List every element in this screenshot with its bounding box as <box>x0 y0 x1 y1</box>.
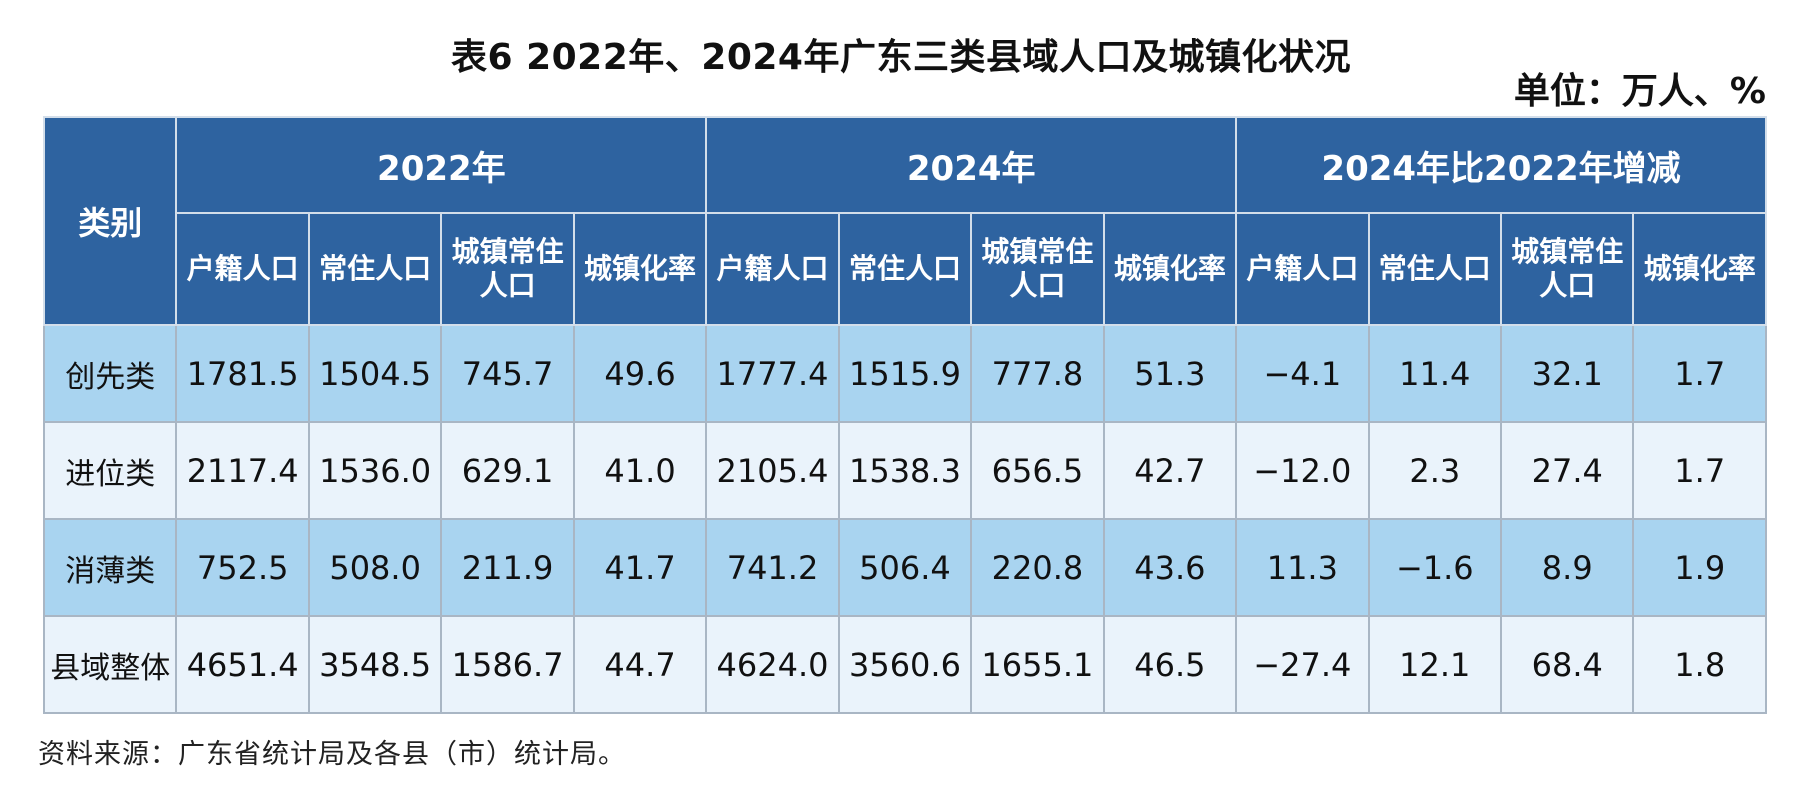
table-cell: 745.7 <box>440 324 575 423</box>
subheader-resident-population: 常住人口 <box>1367 212 1503 326</box>
category-header: 类别 <box>42 116 178 326</box>
table-cell: 741.2 <box>705 518 840 617</box>
table-cell: 2.3 <box>1367 421 1503 520</box>
table-row: 县域整体 4651.4 3548.5 1586.7 44.7 4624.0 3560.6 16… <box>42 615 1767 714</box>
data-table: 类别 2022年 2024年 2024年比2022年增减 户籍人口 常住人口 城镇常… <box>42 116 1767 714</box>
table-cell: −1.6 <box>1367 518 1503 617</box>
table-cell: 51.3 <box>1102 324 1238 423</box>
table-cell: 1777.4 <box>705 324 840 423</box>
subheader-line: 户籍人口 <box>716 252 829 285</box>
table-title: 表6 2022年、2024年广东三类县域人口及城镇化状况 <box>451 37 1351 78</box>
table-cell: 506.4 <box>837 518 973 617</box>
subheader-urbanization-rate: 城镇化率 <box>1102 212 1238 326</box>
group-header-2022: 2022年 <box>175 116 708 214</box>
table-cell: 2117.4 <box>175 421 310 520</box>
subheader-line: 城镇常住 <box>451 235 564 268</box>
subheader-line: 人口 <box>1009 269 1066 302</box>
subheader-line: 城镇化率 <box>584 252 697 285</box>
table-cell: 49.6 <box>572 324 708 423</box>
table-cell: 4651.4 <box>175 615 310 714</box>
subheader-urban-resident-population: 城镇常住 人口 <box>440 212 575 326</box>
table-cell: 41.0 <box>572 421 708 520</box>
subheader-line: 常住人口 <box>319 252 432 285</box>
table-cell: −12.0 <box>1235 421 1370 520</box>
subheader-urban-resident-population: 城镇常住 人口 <box>1500 212 1635 326</box>
subheader-line: 常住人口 <box>848 252 961 285</box>
table-row: 创先类 1781.5 1504.5 745.7 49.6 1777.4 1515.9 777.… <box>42 324 1767 423</box>
table-cell: 27.4 <box>1500 421 1635 520</box>
row-category: 进位类 <box>42 421 178 520</box>
table-cell: 1.8 <box>1632 615 1767 714</box>
subheader-urbanization-rate: 城镇化率 <box>572 212 708 326</box>
subheader-line: 城镇常住 <box>981 235 1094 268</box>
table-cell: 629.1 <box>440 421 575 520</box>
group-header-change: 2024年比2022年增减 <box>1235 116 1767 214</box>
row-category: 县域整体 <box>42 615 178 714</box>
table-cell: 11.4 <box>1367 324 1503 423</box>
table-cell: 3548.5 <box>307 615 443 714</box>
subheader-line: 常住人口 <box>1378 252 1491 285</box>
subheader-hukou-population: 户籍人口 <box>1235 212 1370 326</box>
subheader-hukou-population: 户籍人口 <box>705 212 840 326</box>
source-note: 资料来源：广东省统计局及各县（市）统计局。 <box>38 739 626 770</box>
unit-label: 单位：万人、% <box>1513 71 1766 112</box>
subheader-line: 人口 <box>1539 269 1596 302</box>
table-cell: 1504.5 <box>307 324 443 423</box>
table-cell: 1538.3 <box>837 421 973 520</box>
subheader-line: 城镇化率 <box>1643 252 1756 285</box>
table-cell: 1781.5 <box>175 324 310 423</box>
group-header-2024: 2024年 <box>705 116 1238 214</box>
table-row: 进位类 2117.4 1536.0 629.1 41.0 2105.4 1538.3 656.… <box>42 421 1767 520</box>
subheader-urbanization-rate: 城镇化率 <box>1632 212 1767 326</box>
table-cell: 42.7 <box>1102 421 1238 520</box>
table-cell: −27.4 <box>1235 615 1370 714</box>
subheader-line: 城镇化率 <box>1113 252 1226 285</box>
row-category: 创先类 <box>42 324 178 423</box>
subheader-line: 人口 <box>479 269 536 302</box>
table-cell: 4624.0 <box>705 615 840 714</box>
subheader-line: 户籍人口 <box>1246 252 1359 285</box>
table-cell: 44.7 <box>572 615 708 714</box>
table-cell: 68.4 <box>1500 615 1635 714</box>
subheader-hukou-population: 户籍人口 <box>175 212 310 326</box>
table-cell: 46.5 <box>1102 615 1238 714</box>
table-cell: 43.6 <box>1102 518 1238 617</box>
table-cell: 11.3 <box>1235 518 1370 617</box>
table-cell: 1.9 <box>1632 518 1767 617</box>
table-cell: 1515.9 <box>837 324 973 423</box>
table-cell: 32.1 <box>1500 324 1635 423</box>
table-cell: 2105.4 <box>705 421 840 520</box>
table-cell: 12.1 <box>1367 615 1503 714</box>
table-cell: 220.8 <box>970 518 1105 617</box>
table-cell: 211.9 <box>440 518 575 617</box>
table-cell: 656.5 <box>970 421 1105 520</box>
table-cell: 1536.0 <box>307 421 443 520</box>
table-cell: −4.1 <box>1235 324 1370 423</box>
table-cell: 1655.1 <box>970 615 1105 714</box>
table-cell: 1.7 <box>1632 421 1767 520</box>
table-row: 消薄类 752.5 508.0 211.9 41.7 741.2 506.4 220.8 43.… <box>42 518 1767 617</box>
table-cell: 508.0 <box>307 518 443 617</box>
subheader-urban-resident-population: 城镇常住 人口 <box>970 212 1105 326</box>
row-category: 消薄类 <box>42 518 178 617</box>
table-cell: 3560.6 <box>837 615 973 714</box>
subheader-line: 城镇常住 <box>1511 235 1624 268</box>
table-cell: 752.5 <box>175 518 310 617</box>
table-cell: 1.7 <box>1632 324 1767 423</box>
table-cell: 1586.7 <box>440 615 575 714</box>
table-cell: 777.8 <box>970 324 1105 423</box>
subheader-resident-population: 常住人口 <box>307 212 443 326</box>
table-cell: 41.7 <box>572 518 708 617</box>
subheader-line: 户籍人口 <box>186 252 299 285</box>
table-cell: 8.9 <box>1500 518 1635 617</box>
subheader-resident-population: 常住人口 <box>837 212 973 326</box>
